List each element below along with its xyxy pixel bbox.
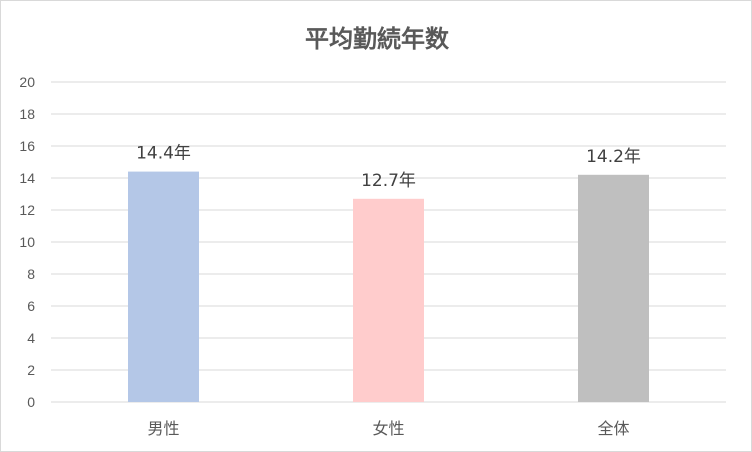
bars [128, 171, 649, 402]
y-axis-tick-labels: 0 2 4 6 8 10 12 14 16 18 20 [19, 74, 35, 410]
data-label: 14.2年 [586, 147, 641, 167]
y-tick-label: 0 [27, 394, 35, 410]
y-tick-label: 6 [27, 298, 35, 314]
y-tick-label: 2 [27, 362, 35, 378]
x-category-label: 男性 [147, 419, 179, 438]
bar [128, 171, 199, 402]
y-tick-label: 4 [27, 330, 35, 346]
data-label: 14.4年 [136, 144, 191, 164]
bar [578, 174, 649, 402]
x-category-label: 全体 [597, 419, 629, 438]
chart-title: 平均勤続年数 [305, 25, 450, 53]
y-tick-label: 14 [19, 170, 35, 186]
bar [353, 198, 424, 402]
data-labels: 14.4年 12.7年 14.2年 [136, 144, 641, 191]
y-tick-label: 16 [19, 138, 35, 154]
y-tick-label: 18 [19, 106, 35, 122]
y-tick-label: 10 [19, 234, 35, 250]
y-tick-label: 8 [27, 266, 35, 282]
y-tick-label: 12 [19, 202, 35, 218]
data-label: 12.7年 [361, 171, 416, 191]
x-axis-category-labels: 男性 女性 全体 [147, 419, 629, 438]
x-category-label: 女性 [372, 419, 404, 438]
y-tick-label: 20 [19, 74, 35, 90]
